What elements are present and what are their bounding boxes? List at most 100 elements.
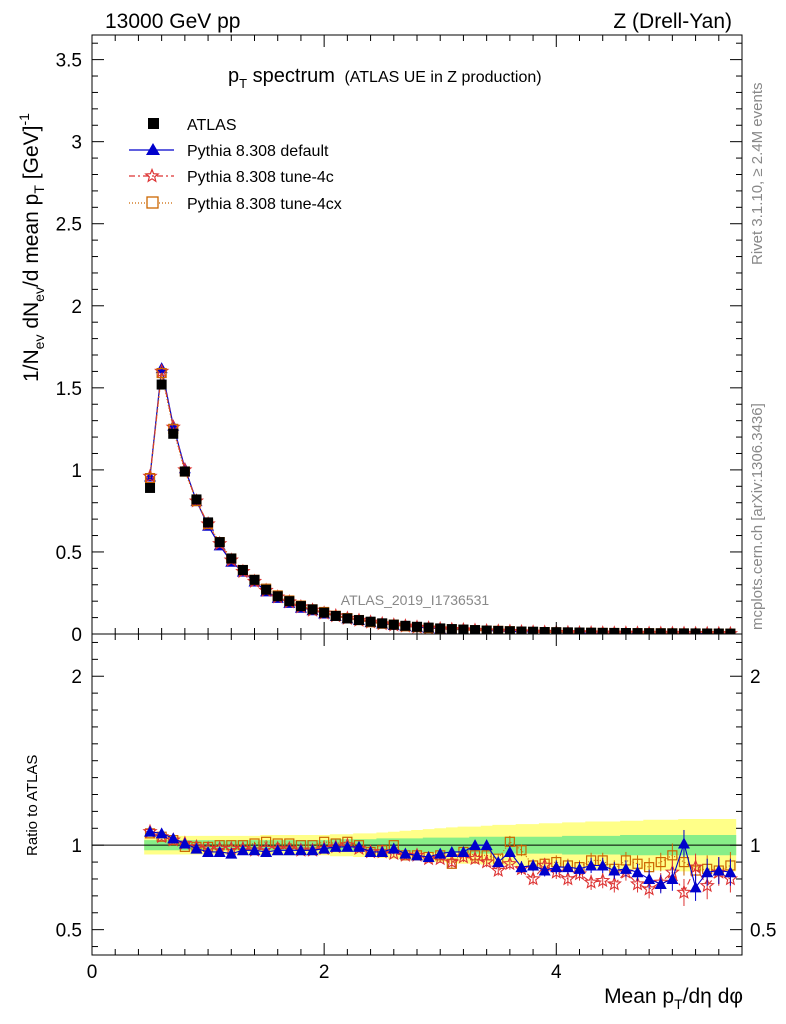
data-point-atlas <box>156 379 167 390</box>
ratio-point-pythia-8-308-default <box>480 839 493 851</box>
data-point-atlas <box>446 624 457 634</box>
process-label: Z (Drell-Yan) <box>613 10 732 33</box>
title-p: p <box>228 65 239 87</box>
legend-default-marker <box>146 143 160 155</box>
data-point-atlas <box>702 628 713 634</box>
ratio-point-pythia-8-308-default <box>248 844 261 856</box>
ratio-point-pythia-8-308-tune-4c <box>676 884 692 899</box>
ratio-point-pythia-8-308-default <box>608 864 621 876</box>
ratio-point-pythia-8-308-default <box>213 845 226 857</box>
ratio-point-pythia-8-308-default <box>619 862 632 874</box>
data-point-atlas <box>516 626 527 634</box>
ratio-point-pythia-8-308-default <box>573 862 586 874</box>
ratio-point-pythia-8-308-default <box>271 844 284 856</box>
y-tick-label: 1.5 <box>56 379 82 400</box>
data-point-pythia-8-308-tune-4cx <box>144 472 156 484</box>
ratio-y-tick-label-right: 0.5 <box>750 921 776 942</box>
data-point-atlas <box>226 553 237 564</box>
legend-tune4cx-marker <box>146 196 159 209</box>
ratio-point-pythia-8-308-default <box>411 849 423 861</box>
legend-default-label: Pythia 8.308 default <box>187 143 329 160</box>
ratio-point-pythia-8-308-tune-4c <box>525 870 541 886</box>
ratio-point-pythia-8-308-default <box>654 878 667 890</box>
ratio-point-pythia-8-308-tune-4c <box>583 874 599 889</box>
x-tick-label: 2 <box>319 962 330 983</box>
ratio-y-tick-label: 0.5 <box>56 921 82 942</box>
ratio-ylabel: Ratio to ATLAS <box>24 755 41 856</box>
y-tick-label: 3.5 <box>56 51 82 72</box>
mcplots-label: mcplots.cern.ch [arXiv:1306.3436] <box>749 403 766 630</box>
ratio-point-pythia-8-308-default <box>318 842 331 854</box>
data-point-atlas <box>319 607 330 618</box>
x-tick-label: 4 <box>551 962 562 983</box>
ratio-point-pythia-8-308-default <box>190 842 203 854</box>
ratio-point-pythia-8-308-default <box>178 837 191 849</box>
ratio-point-pythia-8-308-tune-4c <box>629 875 646 891</box>
ratio-point-pythia-8-308-default <box>538 864 551 876</box>
legend: ATLAS Pythia 8.308 default Pythia 8.308 … <box>129 117 342 213</box>
data-point-atlas <box>191 494 202 505</box>
data-point-atlas <box>261 584 272 595</box>
ratio-y-tick-label-right: 2 <box>750 667 761 688</box>
data-point-atlas <box>539 627 550 634</box>
ratio-point-pythia-8-308-default <box>677 837 690 849</box>
data-point-atlas <box>272 591 283 602</box>
ratio-point-pythia-8-308-default <box>225 847 238 859</box>
ratio-point-pythia-8-308-default <box>585 859 598 871</box>
ratio-point-pythia-8-308-default <box>596 859 609 871</box>
ratio-point-pythia-8-308-tune-4c <box>699 877 715 893</box>
data-point-atlas <box>203 517 214 528</box>
ratio-point-pythia-8-308-default <box>260 845 273 857</box>
ratio-point-pythia-8-308-default <box>341 840 354 852</box>
ratio-point-pythia-8-308-tune-4c <box>444 854 460 869</box>
data-point-atlas <box>365 616 376 627</box>
ratio-point-pythia-8-308-default <box>631 866 644 878</box>
axes: 0 2 400.511.522.533.50.5 0.51 12 2 <box>56 34 776 983</box>
data-point-atlas <box>586 627 597 634</box>
energy-label: 13000 GeV pp <box>105 10 240 33</box>
data-point-atlas <box>562 627 573 634</box>
data-point-atlas <box>168 428 179 439</box>
ratio-point-pythia-8-308-default <box>155 827 168 839</box>
main-plot-area <box>142 362 739 634</box>
ratio-point-pythia-8-308-default <box>701 866 714 878</box>
data-point-atlas <box>377 618 388 629</box>
ratio-point-pythia-8-308-default <box>457 845 470 857</box>
x-axis-label: Mean pT/dη dφ <box>604 985 743 1012</box>
ratio-point-pythia-8-308-default <box>643 872 656 884</box>
ratio-point-pythia-8-308-default <box>352 840 365 852</box>
data-point-atlas <box>412 621 422 632</box>
data-point-atlas <box>470 625 481 634</box>
data-point-atlas <box>400 620 411 631</box>
ratio-point-pythia-8-308-default <box>492 856 505 868</box>
ratio-point-pythia-8-308-tune-4c <box>467 850 483 866</box>
y-tick-label: 0.5 <box>56 543 82 564</box>
data-point-atlas <box>493 625 504 634</box>
ratio-point-pythia-8-308-default <box>306 844 319 856</box>
ratio-point-pythia-8-308-default <box>689 881 702 893</box>
data-point-atlas <box>609 627 620 634</box>
ratio-point-pythia-8-308-default <box>724 866 737 878</box>
ratio-point-pythia-8-308-tune-4c <box>154 828 170 844</box>
ratio-point-pythia-8-308-default <box>294 844 307 856</box>
data-point-atlas <box>353 615 364 626</box>
ratio-point-pythia-8-308-default <box>387 842 400 854</box>
data-point-atlas <box>307 604 318 615</box>
ratio-point-pythia-8-308-tune-4cx <box>667 850 678 861</box>
ratio-point-pythia-8-308-tune-4c <box>560 870 576 886</box>
ratio-point-pythia-8-308-default <box>434 847 447 859</box>
data-point-atlas <box>179 466 190 477</box>
y-tick-label: 2.5 <box>56 215 82 236</box>
ratio-point-pythia-8-308-tune-4c <box>606 875 622 891</box>
data-point-atlas <box>678 628 689 634</box>
y-tick-label: 1 <box>71 461 82 482</box>
ratio-y-tick-label-right: 1 <box>750 836 761 857</box>
ratio-point-pythia-8-308-tune-4cx <box>655 856 666 868</box>
ratio-point-pythia-8-308-default <box>144 825 157 837</box>
ratio-point-pythia-8-308-default <box>202 845 215 857</box>
x-tick-label: 0 <box>87 962 98 983</box>
ratio-point-pythia-8-308-tune-4cx <box>516 845 527 856</box>
ratio-panel <box>92 819 742 907</box>
ratio-series-pythia-8-308-default <box>144 825 737 901</box>
legend-tune4cx-label: Pythia 8.308 tune-4cx <box>187 196 342 213</box>
